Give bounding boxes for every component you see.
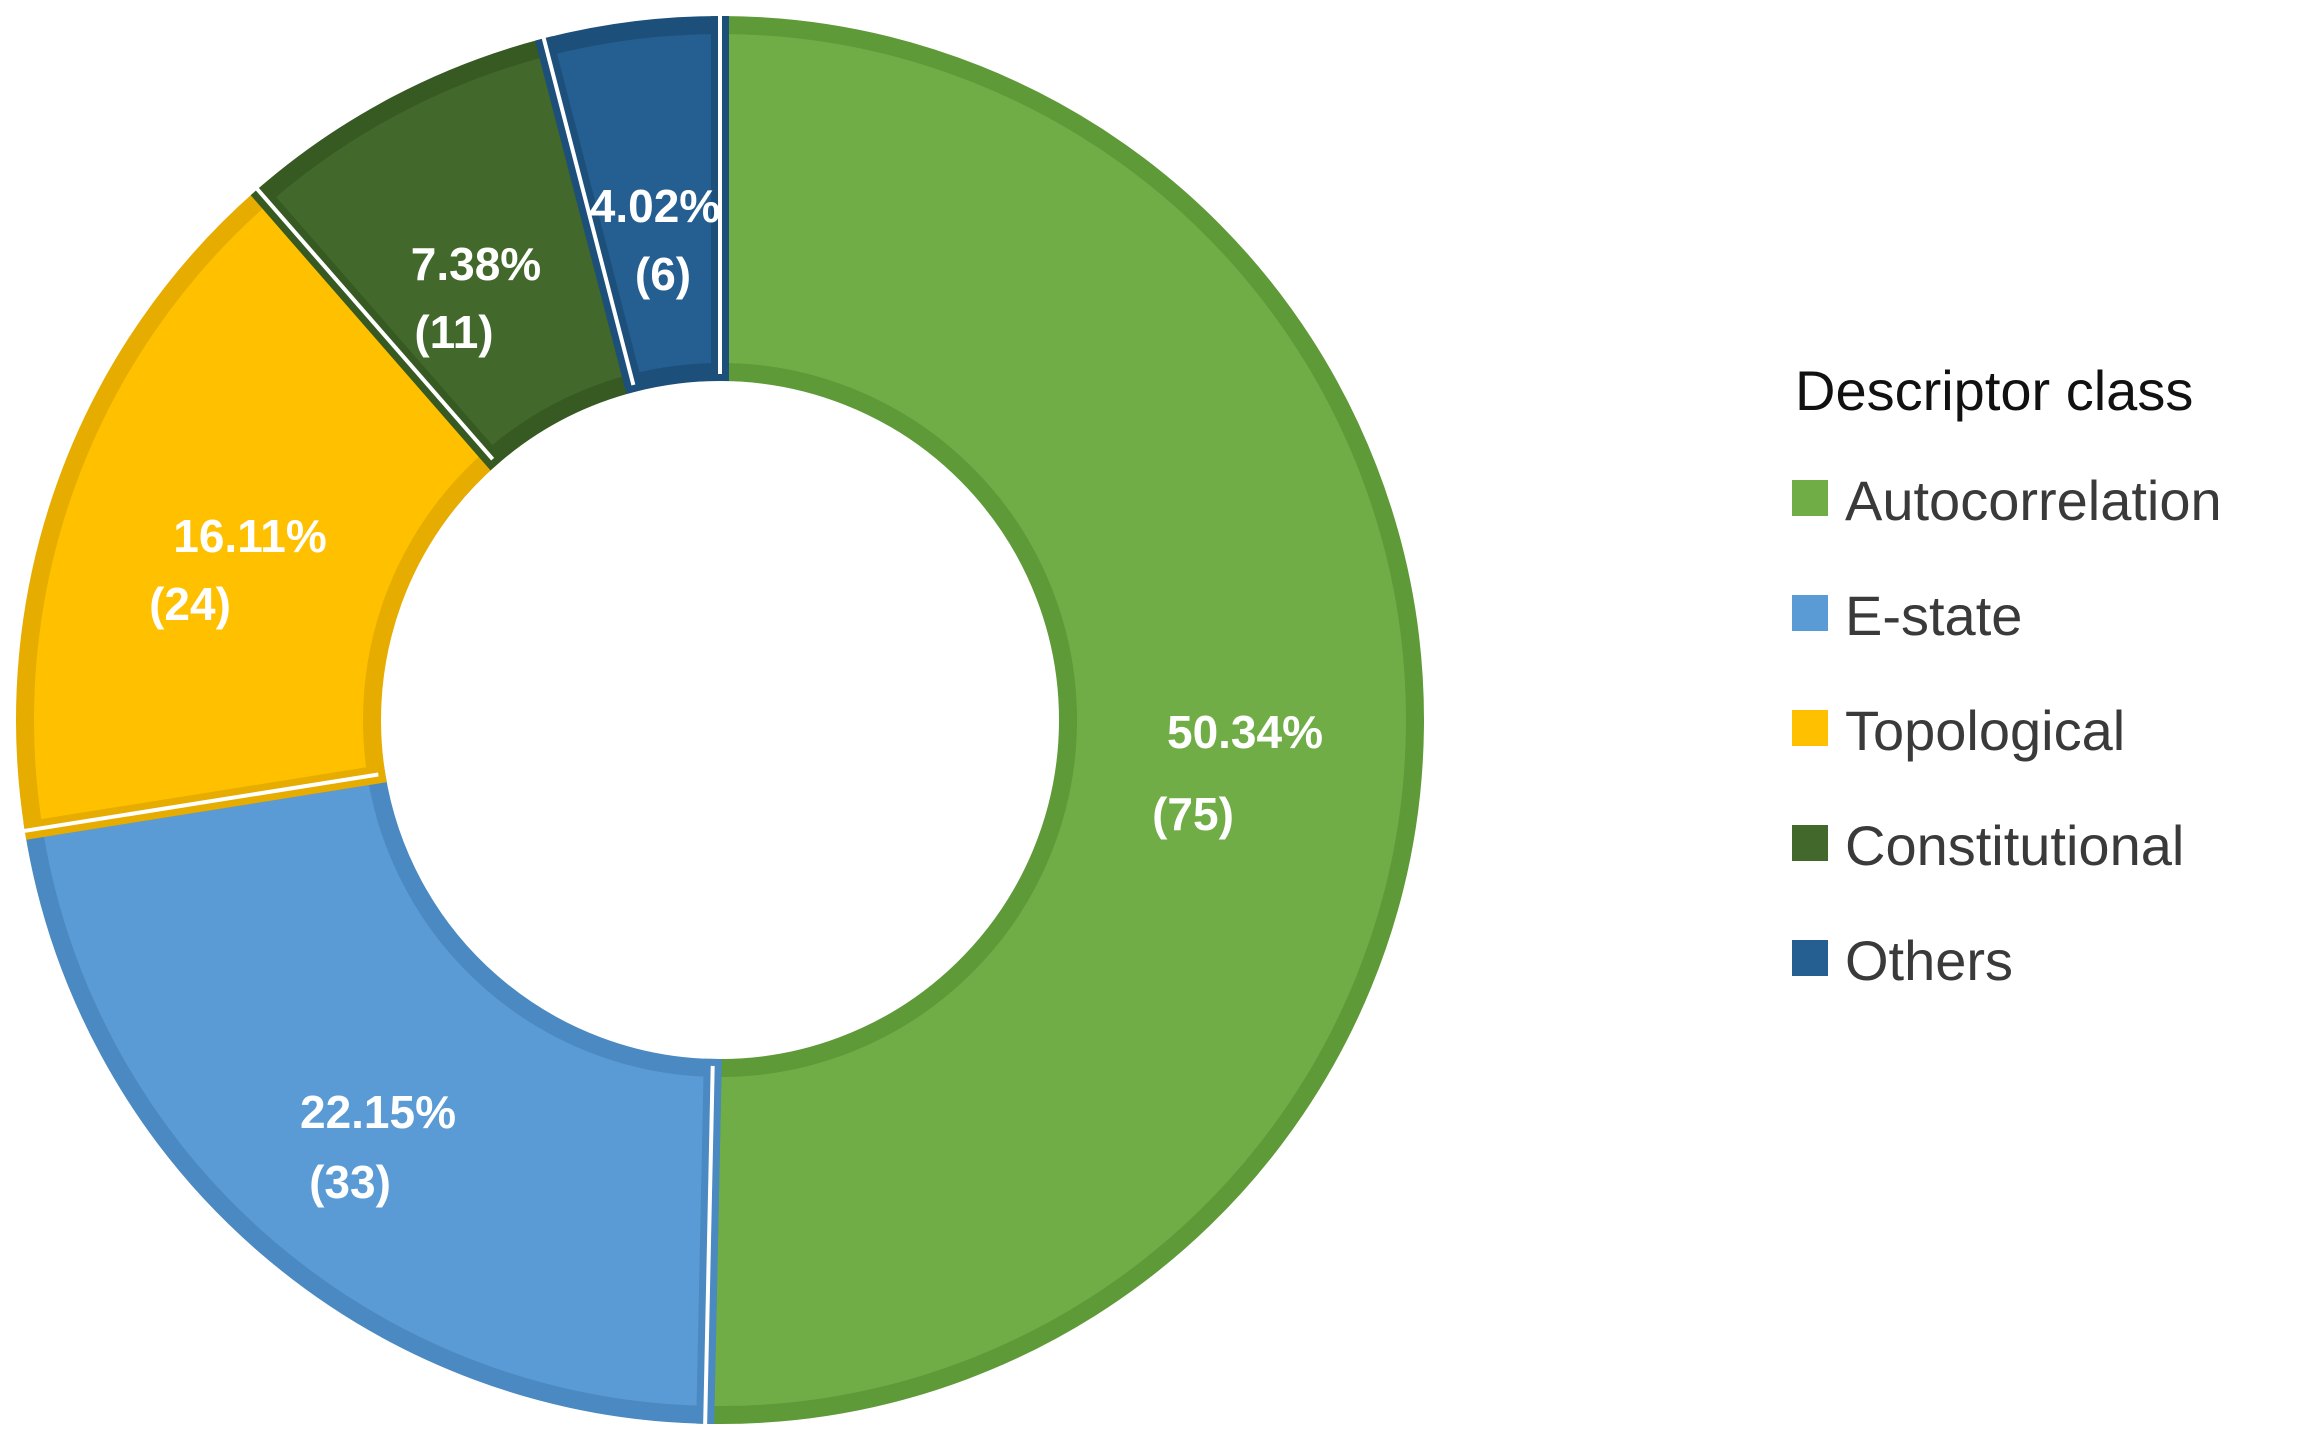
- slices-layer: [16, 13, 1424, 1427]
- legend-label: Topological: [1845, 699, 2125, 762]
- slice-separator: [541, 35, 636, 386]
- slice-topological: [16, 183, 505, 840]
- legend-swatch: [1792, 480, 1828, 516]
- legend-label: E-state: [1845, 584, 2022, 647]
- slice-percent-label: 7.38%: [411, 238, 541, 290]
- slice-percent-label: 16.11%: [173, 510, 326, 562]
- slice-count-label: (33): [309, 1156, 391, 1208]
- slice-separator: [703, 1065, 715, 1427]
- legend: Descriptor class Autocorrelation E-state T…: [1792, 359, 2222, 992]
- slice-autocorrelation: [696, 15, 1424, 1424]
- legend-swatch: [1792, 595, 1828, 631]
- slice-separator: [21, 772, 379, 834]
- slice-count-label: (11): [414, 306, 493, 358]
- slice-count-label: (24): [149, 578, 231, 630]
- legend-swatch: [1792, 825, 1828, 861]
- legend-label: Autocorrelation: [1845, 469, 2222, 532]
- slice-count-label: (75): [1152, 788, 1234, 840]
- slice-percent-label: 4.02%: [590, 180, 720, 232]
- slice-percent-label: 22.15%: [300, 1086, 456, 1138]
- slice-e-state: [23, 764, 722, 1425]
- slice-count-label: (6): [635, 248, 691, 300]
- legend-label: Constitutional: [1845, 814, 2184, 877]
- slice-percent-label: 50.34%: [1167, 706, 1323, 758]
- legend-swatch: [1792, 940, 1828, 976]
- slice-separator: [253, 185, 495, 461]
- legend-title: Descriptor class: [1795, 359, 2193, 422]
- legend-label: Others: [1845, 929, 2013, 992]
- labels-layer: 50.34% (75) 22.15% (33) 16.11% (24) 7.38% (11) 4…: [149, 180, 1323, 1208]
- legend-swatch: [1792, 710, 1828, 746]
